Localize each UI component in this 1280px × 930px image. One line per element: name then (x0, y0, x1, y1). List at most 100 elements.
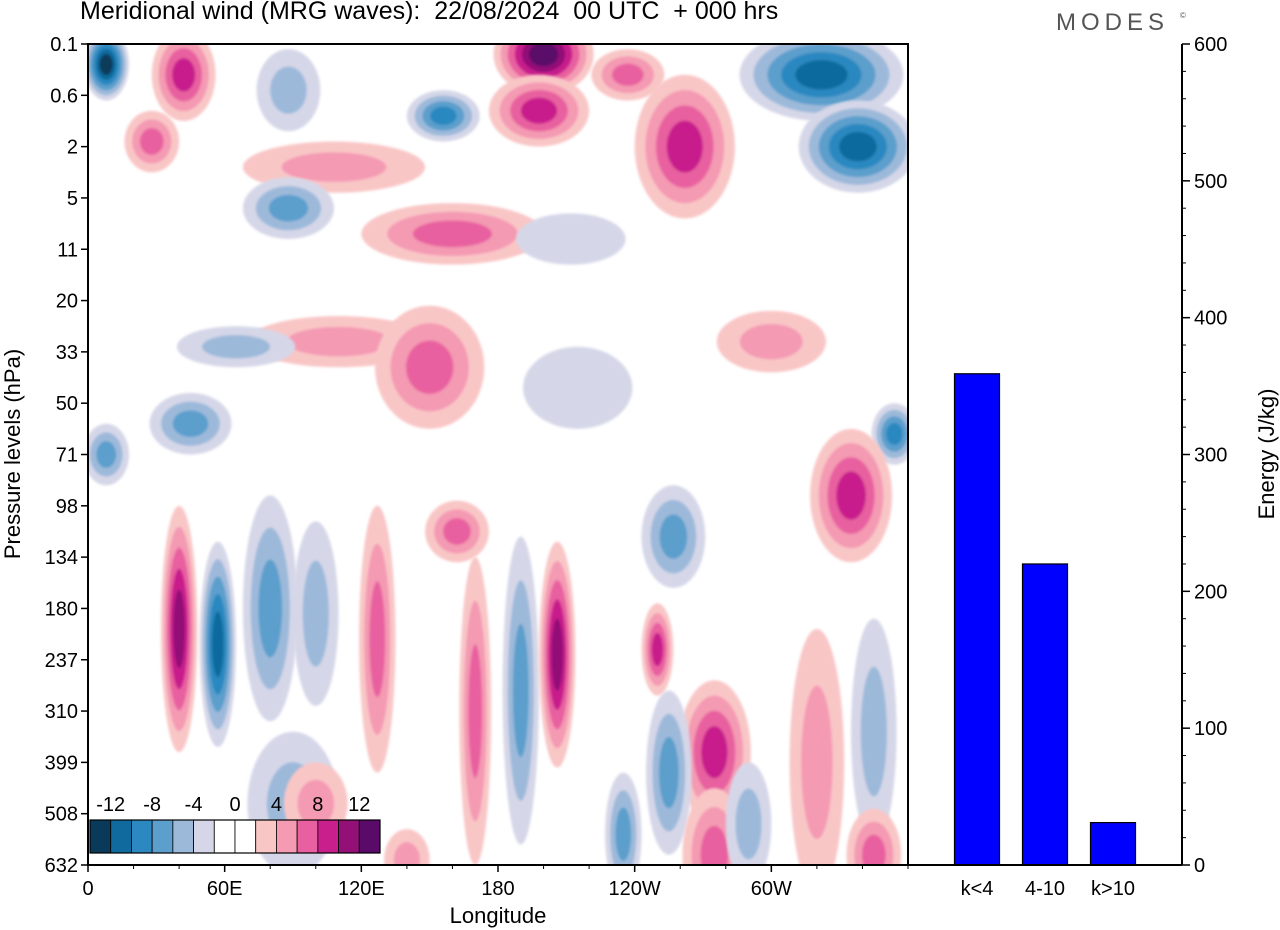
colorbar-swatch (296, 819, 319, 854)
contour-band (612, 63, 644, 86)
x-tick-label: 120W (609, 878, 661, 900)
wind-anomaly-32 (502, 536, 539, 845)
wind-anomaly-1 (151, 44, 216, 121)
colorbar-swatch (338, 819, 360, 854)
contour-band (861, 834, 886, 865)
energy-tick-label: 500 (1194, 171, 1227, 193)
wind-anomaly-25 (425, 500, 489, 563)
x-axis-title: Longitude (450, 903, 547, 928)
wind-anomaly-10 (798, 100, 908, 193)
contour-band (286, 326, 391, 357)
wind-anomaly-2 (124, 110, 180, 173)
wind-anomaly-39 (851, 618, 897, 845)
contour-band (99, 54, 113, 76)
bar-category-label: 4-10 (1025, 878, 1065, 900)
wind-anomaly-30 (359, 505, 396, 773)
colorbar-frame (89, 819, 381, 854)
colorbar-swatch (193, 819, 215, 854)
contour-band (443, 518, 471, 545)
contour-band (666, 120, 703, 173)
wind-anomaly-38 (789, 629, 845, 865)
y-tick-label: 508 (45, 804, 78, 826)
colorbar-swatch (234, 819, 257, 854)
colorbar-label: 12 (348, 794, 370, 816)
wind-anomaly-45 (384, 829, 430, 865)
y-tick-label: 50 (56, 393, 78, 415)
colorbar-label: -4 (185, 794, 203, 816)
x-tick-label: 60E (207, 878, 243, 900)
colorbar-swatch (255, 819, 277, 854)
contour-band (302, 560, 329, 667)
colorbar-label: 0 (229, 794, 240, 816)
energy-tick-label: 600 (1194, 34, 1227, 56)
contour-band (551, 618, 564, 691)
y-tick-label: 71 (56, 445, 78, 467)
contour-band (393, 842, 420, 865)
wind-anomaly-27 (199, 541, 237, 747)
wind-anomaly-19 (523, 346, 633, 429)
y-tick-label: 237 (45, 650, 78, 672)
y-tick-label: 20 (56, 291, 78, 313)
energy-bar (1089, 821, 1137, 866)
contour-band (701, 726, 728, 779)
y-tick-label: 134 (45, 547, 78, 569)
contour-band (528, 44, 559, 67)
contour-band (468, 644, 483, 778)
contour-band (836, 471, 866, 520)
y-tick-label: 632 (45, 855, 78, 877)
wind-anomaly-5 (406, 90, 480, 142)
y-tick-label: 98 (56, 496, 78, 518)
wind-anomaly-34 (641, 603, 674, 696)
contour-band (173, 589, 185, 669)
wind-anomaly-23 (810, 428, 893, 563)
heatmap-field (88, 44, 908, 865)
energy-tick-label: 200 (1194, 581, 1227, 603)
contour-band (615, 807, 632, 861)
colorbar-swatch (276, 819, 298, 854)
contour-band (268, 194, 309, 222)
contour-band (651, 632, 664, 667)
energy-tick-label: 0 (1194, 855, 1205, 877)
wind-anomaly-8 (634, 74, 735, 219)
x-tick-label: 120E (338, 878, 385, 900)
y-tick-label: 5 (67, 188, 78, 210)
x-tick-label: 60W (751, 878, 792, 900)
wind-anomaly-13 (242, 177, 334, 239)
colorbar-swatch (110, 819, 132, 854)
wind-anomaly-21 (88, 423, 129, 486)
contour-band (212, 611, 224, 678)
wind-anomaly-28 (242, 495, 298, 722)
wind-anomaly-33 (539, 541, 576, 768)
wind-anomaly-20 (149, 392, 232, 455)
brand-logo: MODES (1056, 9, 1170, 36)
wind-anomaly-43 (605, 772, 642, 865)
contour-band (659, 514, 688, 559)
energy-bar-chart (953, 373, 1137, 866)
contour-band (430, 106, 457, 126)
energy-bar (953, 373, 1001, 866)
contour-band (838, 131, 877, 162)
contour-band (172, 58, 196, 92)
contour-band (405, 340, 454, 394)
wind-anomaly-7 (591, 49, 665, 101)
contour-band (139, 128, 164, 155)
colorbar-label: -12 (96, 794, 125, 816)
y-tick-label: 33 (56, 342, 78, 364)
contour-band (516, 213, 626, 265)
contour-band (801, 685, 833, 840)
contour-band (369, 581, 386, 698)
energy-tick-label: 100 (1194, 718, 1227, 740)
wind-anomaly-18 (375, 305, 485, 429)
contour-band (795, 60, 848, 90)
wind-anomaly-31 (459, 557, 492, 865)
contour-band (258, 559, 283, 658)
colorbar-swatch (151, 819, 174, 854)
colorbar-swatch (131, 819, 153, 854)
heatmap-background (88, 44, 908, 865)
energy-axis-title: Energy (J/kg) (1254, 389, 1279, 520)
wind-anomaly-24 (641, 485, 706, 588)
colorbar-label: -8 (143, 794, 161, 816)
wind-anomaly-12 (361, 203, 544, 265)
contour-band (520, 97, 558, 124)
contour-band (281, 152, 387, 182)
